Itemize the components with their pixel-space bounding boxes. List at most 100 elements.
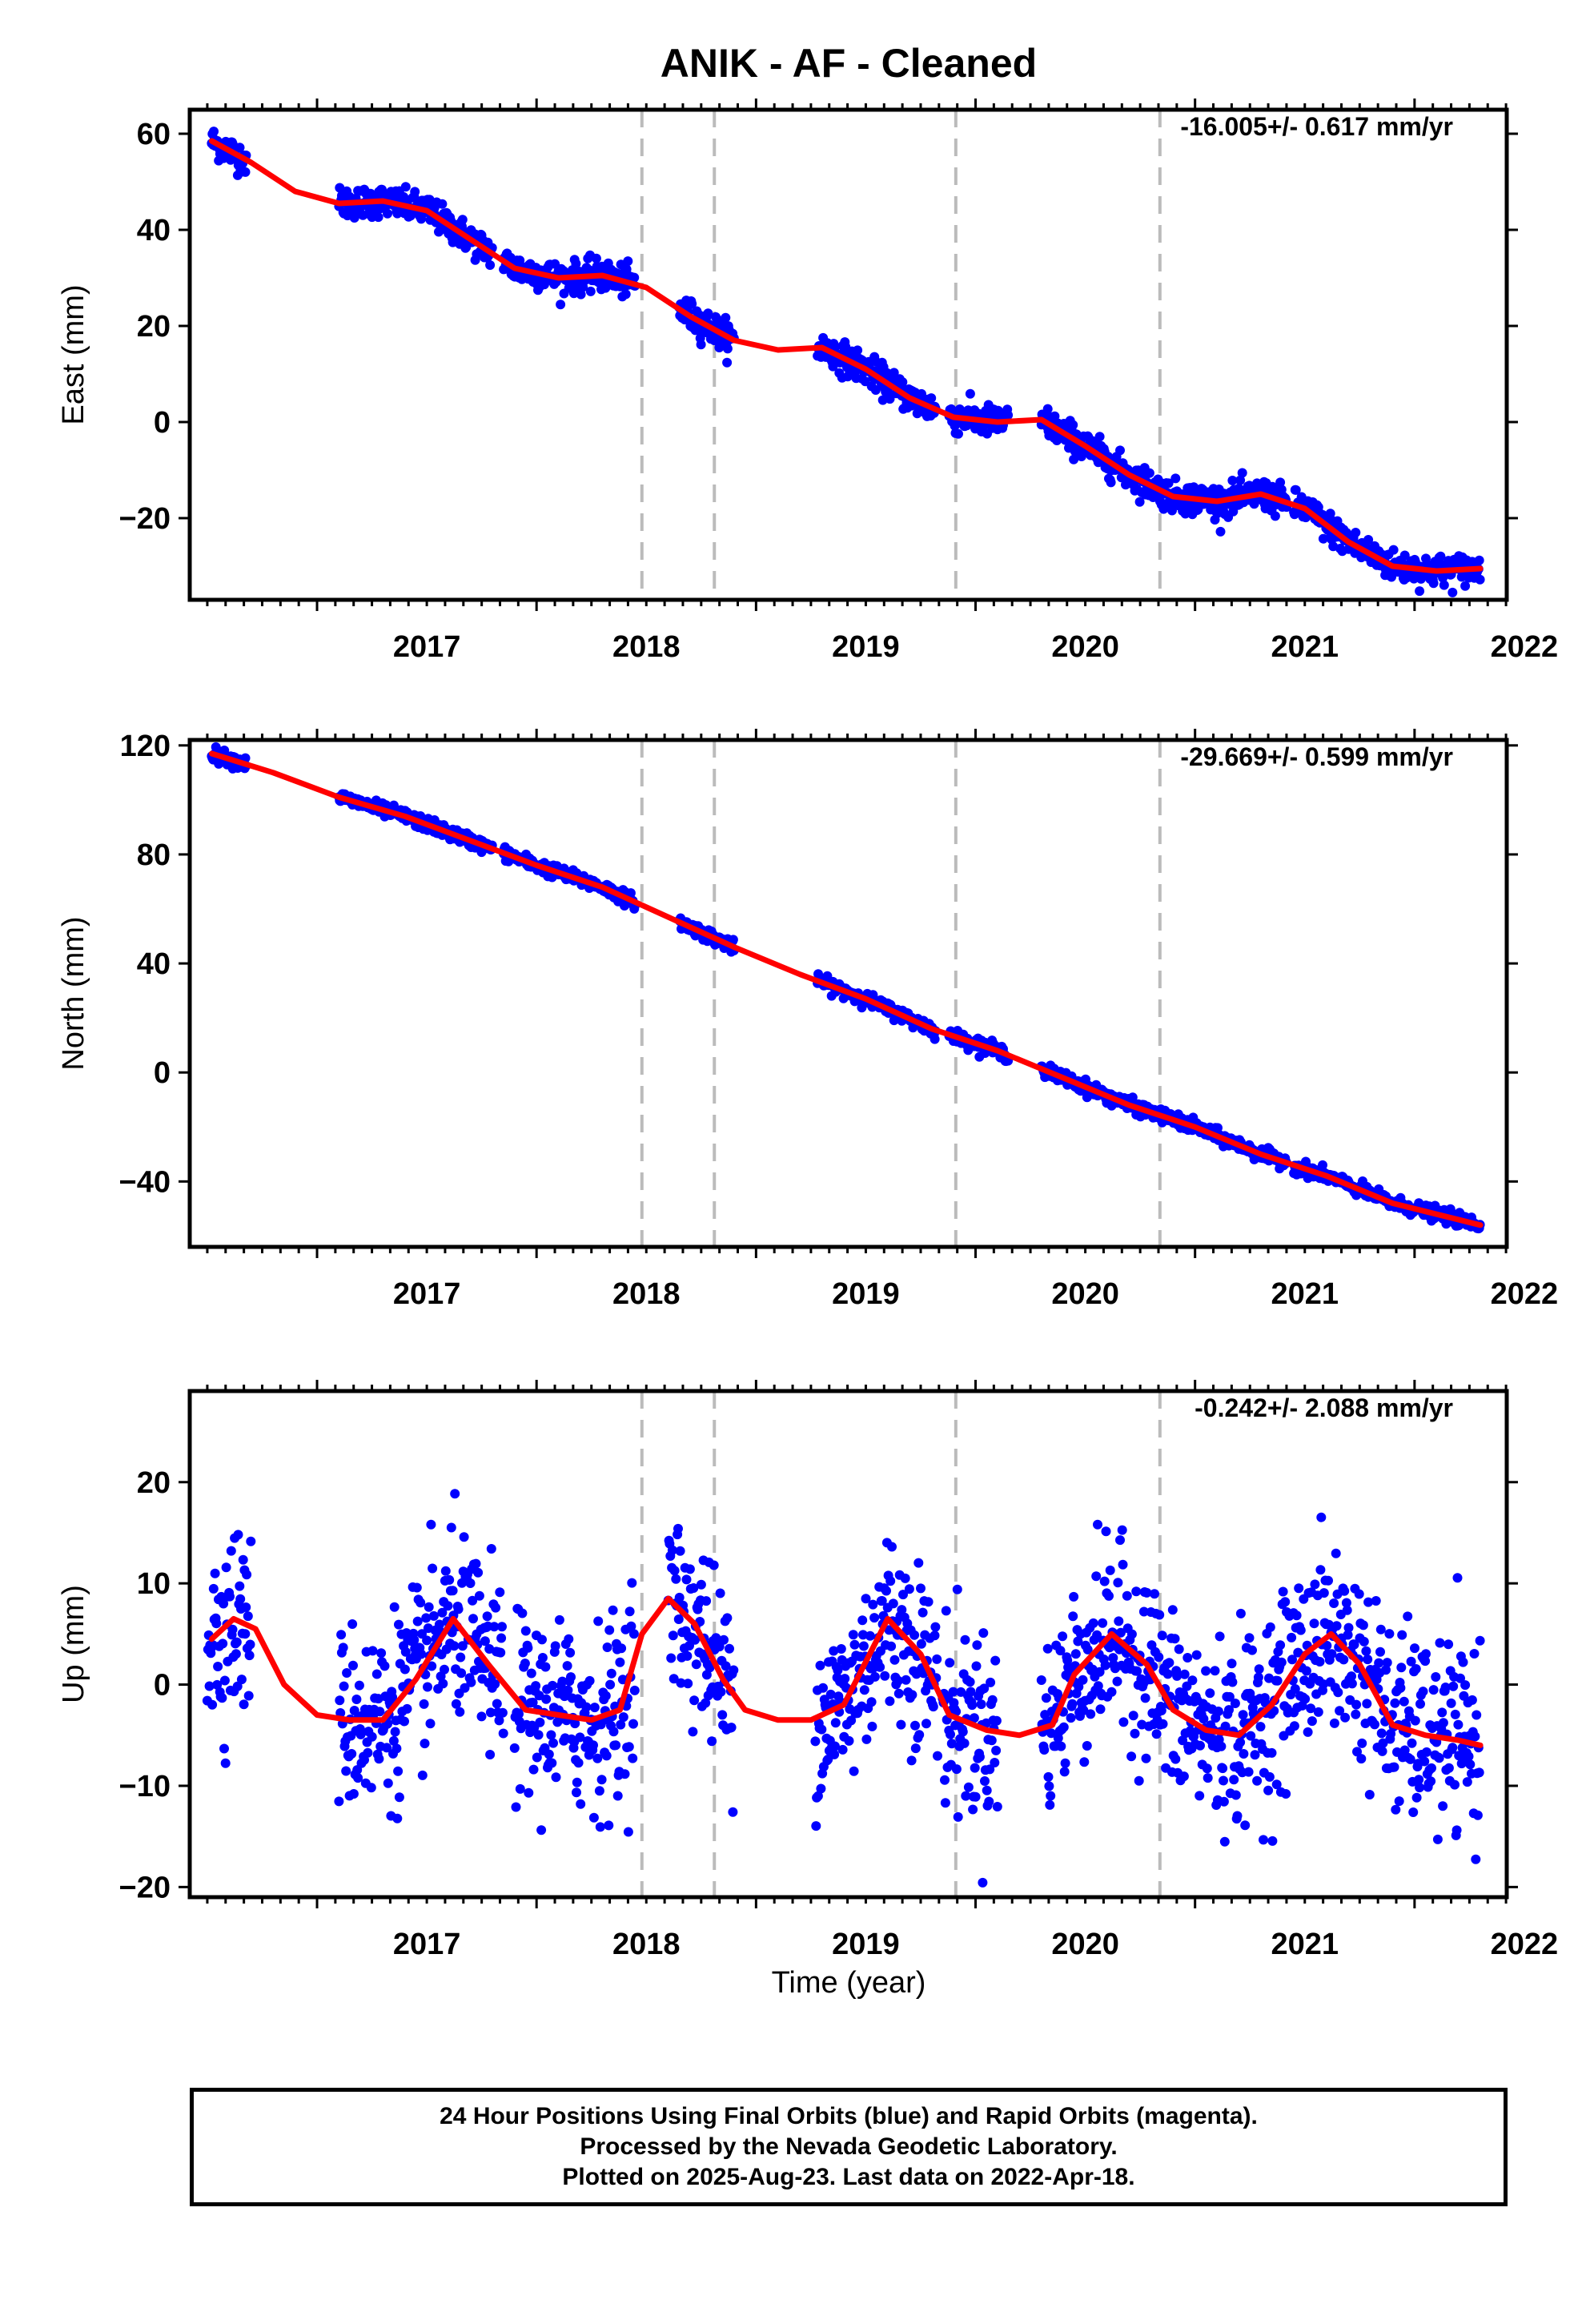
data-point [715, 1588, 725, 1598]
data-point [367, 1646, 378, 1656]
data-point [528, 1764, 539, 1775]
data-point [719, 1634, 729, 1645]
data-point [1448, 1681, 1459, 1691]
data-point [830, 1718, 841, 1728]
data-point [1443, 1639, 1454, 1650]
data-point [1435, 551, 1446, 561]
data-point [1428, 578, 1439, 589]
data-point [1098, 1618, 1108, 1628]
data-point [825, 1689, 836, 1699]
data-point [566, 1672, 576, 1683]
data-point [1224, 1705, 1234, 1715]
data-point [1043, 1771, 1054, 1782]
data-point [536, 1825, 547, 1835]
data-point [367, 1731, 377, 1742]
data-point [496, 1633, 507, 1643]
data-point [1271, 1779, 1282, 1790]
data-point [721, 312, 731, 323]
data-point [1154, 1610, 1165, 1620]
data-point [701, 1596, 712, 1606]
data-point [468, 1595, 478, 1606]
data-point [1447, 1743, 1458, 1753]
data-point [585, 286, 596, 296]
data-point [1220, 1721, 1231, 1731]
data-point [858, 1641, 869, 1651]
data-point [495, 1587, 505, 1598]
data-point [440, 1566, 451, 1576]
data-point [1343, 1630, 1353, 1640]
data-point [1156, 1706, 1166, 1715]
data-point [1388, 545, 1399, 555]
data-point [1044, 1781, 1054, 1791]
data-point [1244, 1633, 1255, 1643]
data-point [520, 1626, 531, 1636]
data-point [588, 1740, 598, 1751]
data-point [449, 1641, 460, 1651]
data-point [497, 1707, 508, 1718]
data-point [849, 1766, 859, 1776]
data-point [225, 1591, 235, 1602]
data-point [1237, 468, 1247, 478]
data-point [1070, 1649, 1081, 1659]
data-point [1351, 1699, 1362, 1710]
data-point [1339, 1586, 1350, 1596]
data-point [1195, 1791, 1205, 1801]
data-point [620, 289, 631, 300]
data-point [1055, 1646, 1066, 1656]
data-point [965, 1677, 975, 1687]
data-point [1382, 1658, 1392, 1668]
data-point [1469, 1649, 1480, 1659]
data-point [544, 1749, 554, 1759]
data-point [624, 1606, 635, 1617]
data-point [576, 289, 586, 300]
data-point [1390, 1698, 1400, 1708]
data-point [374, 1754, 384, 1764]
data-point [1315, 1657, 1325, 1667]
data-point [877, 1596, 887, 1606]
data-point [1475, 1635, 1485, 1646]
data-point [207, 1699, 218, 1710]
data-point [930, 1622, 941, 1632]
data-point [1434, 1753, 1444, 1763]
data-point [1313, 1707, 1323, 1717]
data-point [602, 1642, 612, 1652]
data-point [1056, 1741, 1066, 1751]
data-point [535, 1717, 545, 1727]
data-point [1438, 1718, 1448, 1728]
data-point [1356, 1754, 1367, 1764]
data-point [1131, 1586, 1142, 1597]
data-point [565, 1647, 576, 1658]
data-point [1141, 1753, 1151, 1763]
data-point [426, 1519, 436, 1530]
data-point [1362, 1699, 1372, 1709]
data-point [584, 1675, 595, 1686]
data-point [1134, 497, 1145, 507]
data-point [954, 428, 963, 439]
data-point [427, 1661, 437, 1671]
data-point [391, 1743, 402, 1754]
data-point [1327, 1649, 1337, 1659]
footer-box: 24 Hour Positions Using Final Orbits (bl… [190, 2088, 1508, 2206]
data-point [239, 1699, 249, 1710]
data-point [1420, 1656, 1431, 1667]
data-point [1318, 533, 1328, 544]
data-point [235, 143, 245, 153]
footer-line-3: Plotted on 2025-Aug-23. Last data on 202… [562, 2164, 1135, 2190]
data-point [417, 1629, 427, 1639]
data-point [728, 1807, 738, 1817]
data-point [219, 1675, 230, 1686]
data-point [240, 167, 251, 177]
data-point [1163, 478, 1174, 489]
data-point [1349, 1639, 1359, 1650]
data-point [1300, 1694, 1311, 1704]
data-point [218, 1638, 228, 1649]
data-point [829, 1741, 840, 1751]
data-point [1170, 473, 1181, 484]
data-point [948, 1687, 958, 1697]
y-tick-label: 0 [154, 1669, 171, 1703]
data-point [912, 408, 922, 419]
data-point [1293, 1647, 1303, 1658]
data-point [717, 1710, 728, 1720]
data-point [932, 1654, 942, 1664]
data-point [1395, 1683, 1406, 1693]
